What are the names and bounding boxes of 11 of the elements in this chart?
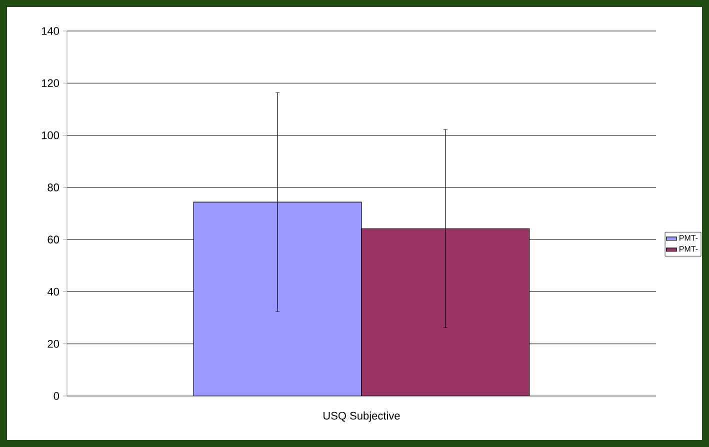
legend-label: PMT- <box>680 246 698 252</box>
legend-label: PMT- <box>680 235 698 241</box>
y-tick-label: 60 <box>48 236 60 244</box>
y-tick-label: 120 <box>42 79 60 88</box>
y-tick-label: 20 <box>48 340 60 348</box>
y-tick-label: 140 <box>42 27 60 35</box>
y-tick-label: 0 <box>54 392 60 400</box>
y-tick-label: 80 <box>48 184 60 192</box>
y-tick-label: 40 <box>47 288 60 296</box>
y-tick-label: 100 <box>42 131 60 140</box>
x-tick-label: USQ Subjective <box>324 412 400 422</box>
